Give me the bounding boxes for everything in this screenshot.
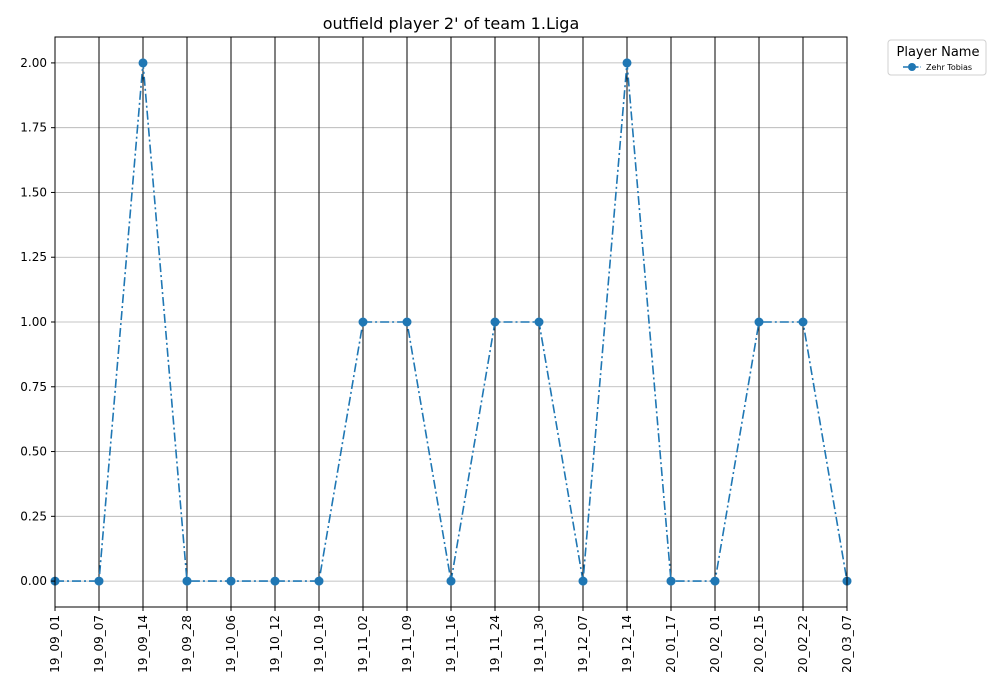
legend-title: Player Name	[897, 45, 980, 60]
chart-title: outfield player 2' of team 1.Liga	[323, 14, 580, 33]
data-point	[446, 576, 456, 586]
x-tick-label: 19_11_16	[444, 615, 458, 673]
data-point	[490, 317, 500, 327]
data-point	[402, 317, 412, 327]
x-tick-label: 19_12_14	[620, 615, 634, 673]
legend-entry-label: Zehr Tobias	[926, 63, 972, 72]
data-point	[754, 317, 764, 327]
series-group	[50, 58, 852, 586]
data-point	[314, 576, 324, 586]
x-tick-label: 19_09_28	[180, 615, 194, 673]
data-point	[798, 317, 808, 327]
y-tick-label: 0.50	[20, 445, 47, 459]
legend: Player Name Zehr Tobias	[887, 39, 987, 76]
data-point	[666, 576, 676, 586]
x-tick-label: 19_09_07	[92, 615, 106, 673]
x-tick-label: 19_09_01	[48, 615, 62, 673]
data-point	[622, 58, 632, 68]
grid-lines	[54, 37, 848, 607]
x-tick-label: 19_10_12	[268, 615, 282, 673]
data-point	[358, 317, 368, 327]
y-tick-label: 1.75	[20, 121, 47, 135]
data-point	[226, 576, 236, 586]
x-tick-label: 20_02_01	[708, 615, 722, 673]
y-tick-label: 1.25	[20, 250, 47, 264]
x-tick-label: 19_10_06	[224, 615, 238, 673]
x-tick-label: 19_09_14	[136, 615, 150, 673]
x-tick-label: 20_02_15	[752, 615, 766, 673]
x-tick-label: 20_02_22	[796, 615, 810, 673]
data-point	[578, 576, 588, 586]
legend-marker	[908, 63, 916, 71]
data-point	[270, 576, 280, 586]
data-point	[94, 576, 104, 586]
x-tick-label: 19_11_30	[532, 615, 546, 673]
x-tick-label: 19_10_19	[312, 615, 326, 673]
data-point	[534, 317, 544, 327]
x-tick-label: 19_12_07	[576, 615, 590, 673]
y-tick-label: 0.00	[20, 574, 47, 588]
data-point	[710, 576, 720, 586]
y-tick-label: 0.25	[20, 509, 47, 523]
x-tick-label: 20_01_17	[664, 615, 678, 673]
y-tick-label: 2.00	[20, 56, 47, 70]
data-point	[182, 576, 192, 586]
y-tick-label: 1.50	[20, 185, 47, 199]
x-axis: 19_09_01 19_09_07 19_09_14 19_09_28 19_10_06…	[48, 607, 854, 673]
y-tick-label: 0.75	[20, 380, 47, 394]
x-tick-label: 19_11_24	[488, 615, 502, 673]
x-tick-label: 20_03_07	[840, 615, 854, 673]
x-tick-label: 19_11_02	[356, 615, 370, 673]
y-tick-label: 1.00	[20, 315, 47, 329]
data-point	[138, 58, 148, 68]
x-tick-label: 19_11_09	[400, 615, 414, 673]
y-axis: 0.00 0.25 0.50 0.75 1.00 1.25 1.50 1.75 2.00	[20, 56, 55, 588]
